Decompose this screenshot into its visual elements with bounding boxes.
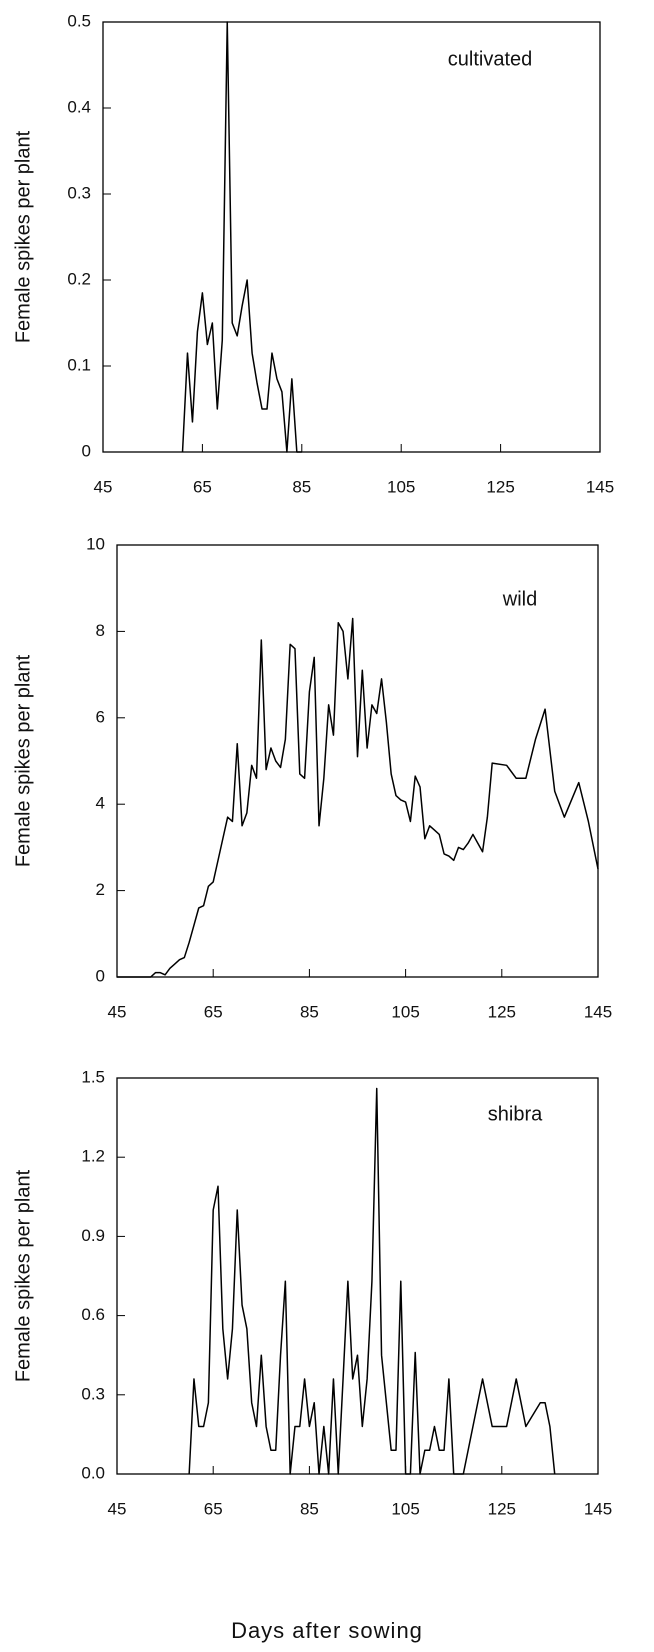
x-tick-label: 45 <box>108 1499 127 1518</box>
x-tick-label: 105 <box>391 1499 419 1518</box>
y-tick-label: 0.3 <box>67 183 91 202</box>
x-tick-label: 85 <box>292 477 311 496</box>
y-tick-label: 0.2 <box>67 269 91 288</box>
y-tick-label: 0.9 <box>81 1226 105 1245</box>
y-tick-label: 4 <box>96 794 105 813</box>
y-tick-label: 0.0 <box>81 1463 105 1482</box>
x-tick-label: 45 <box>108 1002 127 1021</box>
y-tick-label: 6 <box>96 707 105 726</box>
x-tick-label: 85 <box>300 1499 319 1518</box>
y-axis-label: Female spikes per plant <box>12 654 34 867</box>
y-tick-label: 10 <box>86 534 105 553</box>
annotation: cultivated <box>448 48 533 70</box>
x-tick-label: 125 <box>488 1002 516 1021</box>
plot-frame <box>102 21 601 453</box>
y-axis-label: Female spikes per plant <box>12 1169 34 1382</box>
data-line <box>181 21 302 453</box>
x-tick-label: 125 <box>488 1499 516 1518</box>
x-axis-label: Days after sowing <box>231 1618 423 1643</box>
x-tick-label: 85 <box>300 1002 319 1021</box>
y-tick-label: 1.5 <box>81 1067 105 1086</box>
y-axis-label: Female spikes per plant <box>12 130 34 343</box>
annotation: wild <box>502 588 537 610</box>
x-tick-label: 145 <box>586 477 614 496</box>
y-tick-label: 0 <box>82 441 91 460</box>
y-tick-label: 0.1 <box>67 355 91 374</box>
y-tick-label: 0 <box>96 966 105 985</box>
data-line <box>188 1087 556 1475</box>
y-tick-label: 8 <box>96 621 105 640</box>
x-tick-label: 145 <box>584 1499 612 1518</box>
x-tick-label: 45 <box>94 477 113 496</box>
y-tick-label: 0.4 <box>67 97 91 116</box>
y-tick-label: 2 <box>96 880 105 899</box>
x-tick-label: 125 <box>486 477 514 496</box>
x-tick-label: 105 <box>391 1002 419 1021</box>
plot-frame <box>116 544 599 978</box>
plot-frame <box>116 1077 599 1475</box>
annotation: shibra <box>488 1103 543 1125</box>
y-tick-label: 0.3 <box>81 1384 105 1403</box>
x-tick-label: 145 <box>584 1002 612 1021</box>
x-tick-label: 65 <box>193 477 212 496</box>
y-tick-label: 0.5 <box>67 11 91 30</box>
y-tick-label: 0.6 <box>81 1305 105 1324</box>
x-tick-label: 65 <box>204 1002 223 1021</box>
data-line <box>117 617 599 978</box>
x-tick-label: 65 <box>204 1499 223 1518</box>
x-tick-label: 105 <box>387 477 415 496</box>
y-tick-label: 1.2 <box>81 1147 105 1166</box>
